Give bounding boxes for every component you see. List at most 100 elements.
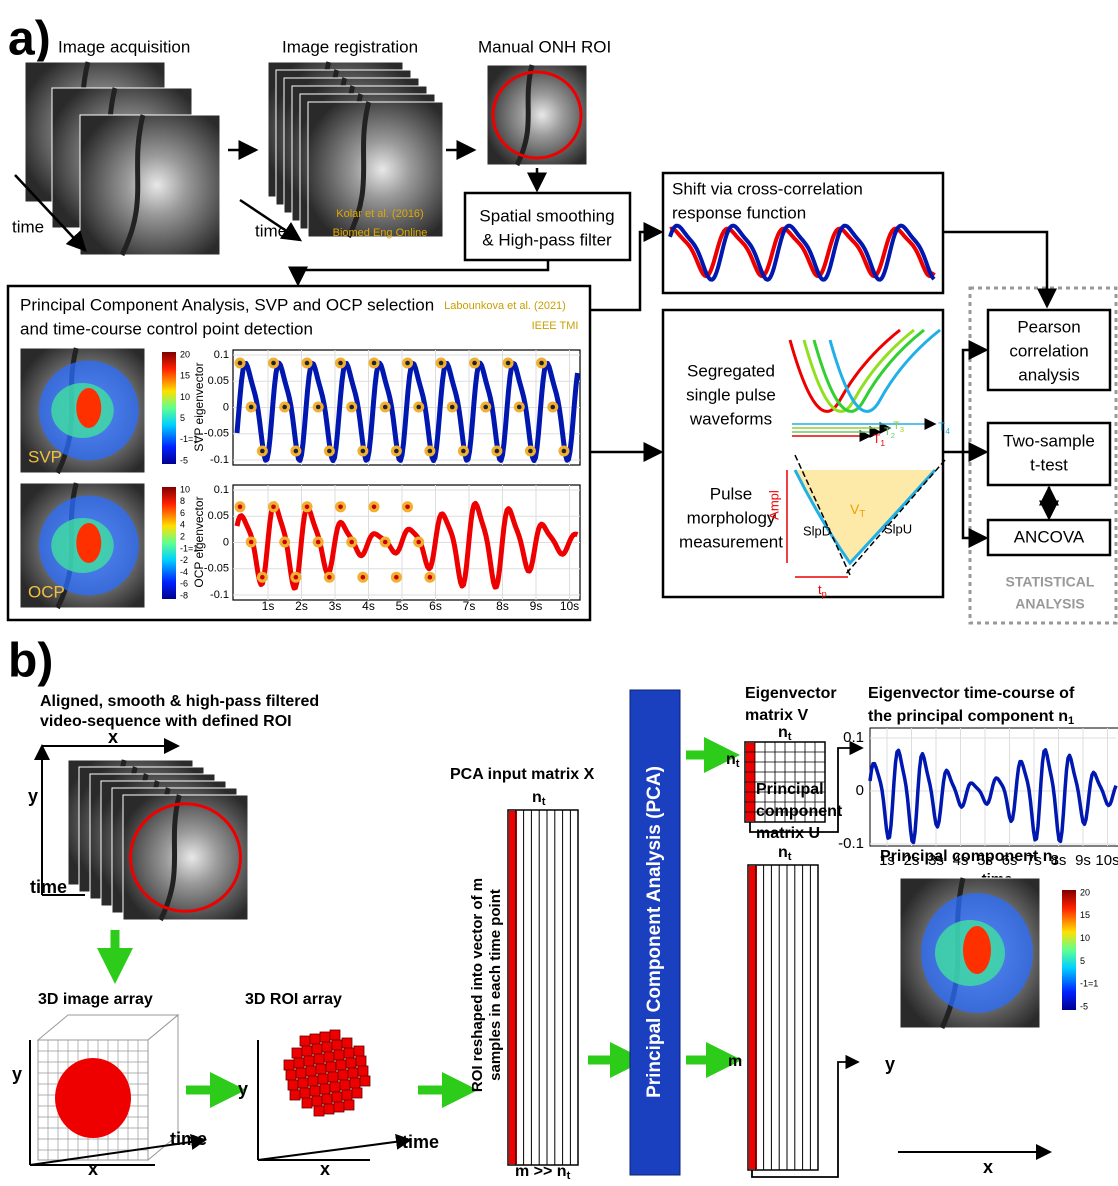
roi-voxel bbox=[296, 1068, 306, 1078]
control-point-center bbox=[539, 361, 544, 366]
control-point-center bbox=[249, 540, 254, 545]
control-point-center bbox=[495, 449, 500, 454]
label: single pulse bbox=[686, 385, 776, 404]
label: x bbox=[320, 1159, 330, 1179]
x-tick-label: 7s bbox=[463, 599, 476, 613]
label: y bbox=[238, 1079, 248, 1099]
control-point-center bbox=[416, 540, 421, 545]
box bbox=[465, 193, 630, 260]
colorbar-label: -5 bbox=[1080, 1001, 1088, 1011]
control-point-center bbox=[271, 505, 276, 510]
roi-voxel bbox=[290, 1090, 300, 1100]
heatmap bbox=[963, 926, 991, 974]
roi-voxel bbox=[334, 1102, 344, 1112]
control-point-center bbox=[439, 361, 444, 366]
label: PCA input matrix X bbox=[450, 766, 595, 783]
colorbar bbox=[162, 487, 176, 599]
label: Principal Component Analysis, SVP and OC… bbox=[20, 295, 434, 314]
control-point-center bbox=[550, 405, 555, 410]
x-tick-label: 4s bbox=[362, 599, 375, 613]
base: n bbox=[726, 751, 736, 768]
roi-voxel bbox=[326, 1062, 336, 1072]
label: ANALYSIS bbox=[1015, 596, 1085, 612]
label: 3D ROI array bbox=[245, 991, 342, 1008]
control-point-center bbox=[316, 540, 321, 545]
subscript: 1 bbox=[1052, 855, 1058, 867]
axis-label: SVP eigenvector bbox=[192, 362, 206, 451]
colorbar-label: 4 bbox=[180, 520, 185, 530]
colorbar-label: 15 bbox=[1080, 910, 1090, 920]
control-point-center bbox=[383, 540, 388, 545]
label: morphology bbox=[687, 508, 776, 527]
x-tick-label: 10s bbox=[1095, 852, 1118, 869]
control-point-center bbox=[327, 449, 332, 454]
x-tick-label: 3s bbox=[329, 599, 342, 613]
y-tick-label: 0 bbox=[223, 536, 229, 548]
label: y bbox=[885, 1054, 895, 1074]
label: analysis bbox=[1018, 365, 1079, 384]
label: time bbox=[12, 217, 44, 236]
panel-label: a) bbox=[8, 13, 51, 66]
roi-voxel bbox=[348, 1068, 358, 1078]
base: n bbox=[778, 724, 788, 741]
roi-voxel bbox=[322, 1094, 332, 1104]
colorbar-label: 20 bbox=[1080, 887, 1090, 897]
box bbox=[508, 810, 578, 1165]
roi-voxel bbox=[342, 1038, 352, 1048]
label: & High-pass filter bbox=[482, 230, 612, 249]
citation: Labounkova et al. (2021) bbox=[444, 300, 566, 312]
colorbar-label: 5 bbox=[1080, 956, 1085, 966]
colorbar-label: -4 bbox=[180, 567, 188, 577]
x-tick-label: 8s bbox=[496, 599, 509, 613]
subscript: 1 bbox=[880, 438, 885, 448]
image bbox=[123, 795, 248, 920]
control-point-center bbox=[372, 361, 377, 366]
label: y bbox=[28, 786, 38, 806]
control-point-center bbox=[327, 575, 332, 580]
roi-voxel bbox=[320, 1032, 330, 1042]
label: STATISTICAL bbox=[1006, 574, 1095, 590]
roi-voxel bbox=[284, 1060, 294, 1070]
label: Aligned, smooth & high-pass filtered bbox=[40, 693, 319, 710]
label: x bbox=[108, 727, 118, 747]
sub-label: m >> nt bbox=[515, 1163, 571, 1181]
label: x bbox=[88, 1159, 98, 1179]
roi-voxel bbox=[300, 1036, 310, 1046]
image-label: OCP bbox=[28, 582, 65, 601]
control-point-center bbox=[562, 449, 567, 454]
label: Manual ONH ROI bbox=[478, 37, 611, 56]
base: n bbox=[532, 789, 542, 806]
roi-voxel bbox=[312, 1044, 322, 1054]
control-point-center bbox=[305, 361, 310, 366]
label: t-test bbox=[1030, 455, 1068, 474]
y-tick-label: 0.05 bbox=[208, 510, 229, 522]
roi-voxel bbox=[324, 1052, 334, 1062]
colorbar-label: 5 bbox=[180, 413, 185, 423]
x-tick-label: 9s bbox=[1075, 852, 1091, 869]
connector bbox=[258, 1140, 410, 1160]
roi-voxel bbox=[342, 1090, 352, 1100]
control-point-center bbox=[372, 505, 377, 510]
x-tick-label: 6s bbox=[429, 599, 442, 613]
x-tick-label: 10s bbox=[560, 599, 579, 613]
roi-voxel bbox=[320, 1084, 330, 1094]
label: component bbox=[756, 803, 843, 820]
image bbox=[80, 115, 220, 255]
connector bbox=[298, 260, 548, 284]
label: samples in each time point bbox=[487, 889, 504, 1081]
colorbar-label: 8 bbox=[180, 496, 185, 506]
control-point-center bbox=[416, 405, 421, 410]
label: 3D image array bbox=[38, 991, 153, 1008]
figure: a)Image acquisitiontimeImage registratio… bbox=[0, 0, 1118, 1181]
connector bbox=[943, 232, 1047, 306]
subscript: t bbox=[567, 1170, 571, 1181]
label: ANCOVA bbox=[1014, 527, 1085, 546]
plot-title: the principal component n1 bbox=[868, 708, 1074, 727]
y-tick-label: 0.1 bbox=[214, 484, 229, 496]
subscript: 4 bbox=[945, 426, 950, 436]
subscript: 3 bbox=[900, 425, 904, 434]
control-point-center bbox=[483, 405, 488, 410]
roi-voxel bbox=[354, 1046, 364, 1056]
control-point-center bbox=[260, 575, 265, 580]
subscript: t bbox=[788, 731, 792, 743]
